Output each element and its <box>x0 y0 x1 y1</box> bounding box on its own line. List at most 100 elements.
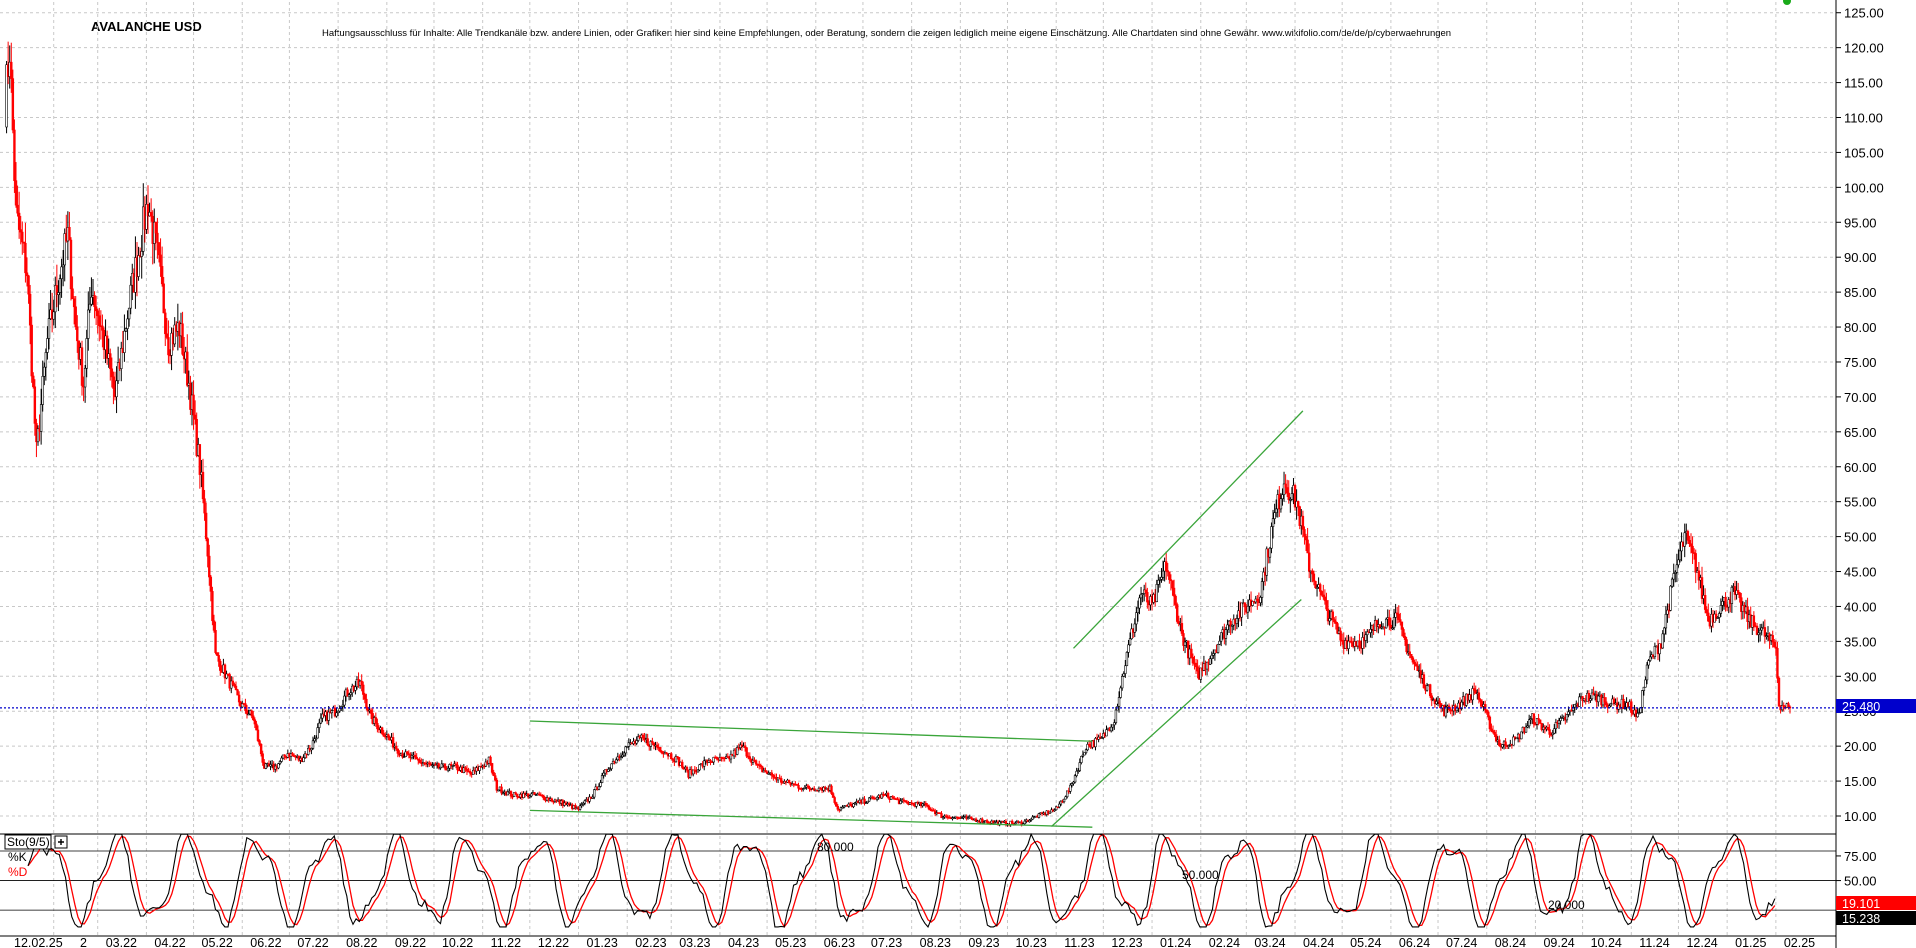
candle-body <box>864 802 868 804</box>
candle-body <box>439 766 442 769</box>
candle-body <box>362 684 365 695</box>
candle-body <box>22 241 26 244</box>
candle-body <box>709 760 712 762</box>
candle-body <box>1350 641 1353 644</box>
candle-body <box>813 788 816 791</box>
candle-body <box>1100 737 1103 739</box>
candle-body <box>407 753 411 756</box>
candle-body <box>1029 818 1033 821</box>
candle-body <box>112 376 115 389</box>
candle-body <box>1705 609 1708 614</box>
candle-body <box>770 772 773 776</box>
x-tick-label: 06.24 <box>1399 936 1430 948</box>
candle-body <box>542 796 546 800</box>
candle-body <box>1553 728 1556 734</box>
candle-body <box>1675 564 1679 573</box>
candle-body <box>1270 526 1273 549</box>
candles <box>0 41 1836 827</box>
candle-body <box>47 318 51 339</box>
candle-body <box>1251 601 1254 606</box>
candle-body <box>772 775 775 778</box>
status-dot-icon <box>1783 0 1791 5</box>
plus-icon <box>58 839 64 845</box>
candle-body <box>1256 598 1259 602</box>
candle-body <box>1135 612 1138 625</box>
candle-body <box>1391 627 1394 630</box>
candle-body <box>1571 706 1575 711</box>
candle-body <box>255 723 258 731</box>
candle-body <box>316 727 319 739</box>
trendline <box>1051 598 1302 827</box>
candle-body <box>149 212 153 217</box>
candle-body <box>173 324 176 345</box>
candle-body <box>1128 638 1132 646</box>
candle-body <box>402 756 406 758</box>
candle-body <box>1746 606 1749 622</box>
candle-body <box>1691 545 1694 553</box>
candle-body <box>1243 602 1246 608</box>
candle-body <box>641 734 645 739</box>
candle-body <box>1738 592 1741 598</box>
x-tick-label: 10.24 <box>1591 936 1622 948</box>
candle-body <box>1609 703 1613 707</box>
oscillator-name-box[interactable] <box>4 834 52 850</box>
candle-body <box>96 310 99 316</box>
candle-body <box>924 802 927 806</box>
x-tick-label: 04.22 <box>154 936 185 948</box>
candle-body <box>489 756 492 764</box>
candle-body <box>1369 629 1372 633</box>
candle-body <box>902 799 905 802</box>
x-tick-label: 05.24 <box>1350 936 1381 948</box>
y-tick-label: 35.00 <box>1844 634 1877 649</box>
candle-body <box>346 689 349 697</box>
candle-body <box>33 386 37 424</box>
candle-body <box>1661 633 1664 649</box>
candle-body <box>1194 662 1198 668</box>
candle-body <box>72 298 76 308</box>
candle-body <box>209 576 213 592</box>
candle-body <box>387 734 390 738</box>
candle-body <box>198 444 202 475</box>
candle-body <box>291 753 294 756</box>
candle-body <box>1694 553 1697 573</box>
candle-body <box>1487 711 1490 718</box>
candle-body <box>63 233 66 266</box>
y-tick-label: 90.00 <box>1844 250 1877 265</box>
candle-body <box>258 740 261 745</box>
candle-body <box>797 785 800 789</box>
candle-body <box>1402 629 1405 637</box>
candle-body <box>1663 627 1666 635</box>
candle-body <box>1686 531 1690 541</box>
candle-body <box>637 736 640 741</box>
candle-body <box>1075 770 1078 776</box>
candle-body <box>530 793 533 797</box>
candle-body <box>39 404 43 432</box>
stoch-d-line <box>27 833 1776 928</box>
candle-body <box>1411 657 1415 663</box>
candle-body <box>1641 690 1644 708</box>
candle-body <box>932 809 935 812</box>
candle-body <box>500 786 503 794</box>
candle-body <box>27 275 30 295</box>
candle-body <box>1480 701 1484 707</box>
x-tick-label: 04.23 <box>728 936 759 948</box>
candle-body <box>1125 652 1129 667</box>
candle-body <box>94 306 98 312</box>
x-tick-label: 12.23 <box>1111 936 1142 948</box>
candle-body <box>1658 643 1661 655</box>
candle-body <box>836 805 839 810</box>
candle-body <box>464 767 467 770</box>
candle-body <box>1703 595 1707 610</box>
candle-body <box>1246 605 1250 613</box>
candle-body <box>1414 663 1418 667</box>
candle-body <box>1318 584 1322 592</box>
candle-body <box>17 212 21 230</box>
candle-body <box>1164 561 1168 571</box>
candle-body <box>401 753 404 758</box>
candle-body <box>765 771 769 774</box>
candle-body <box>1425 685 1429 691</box>
candle-body <box>450 764 453 766</box>
